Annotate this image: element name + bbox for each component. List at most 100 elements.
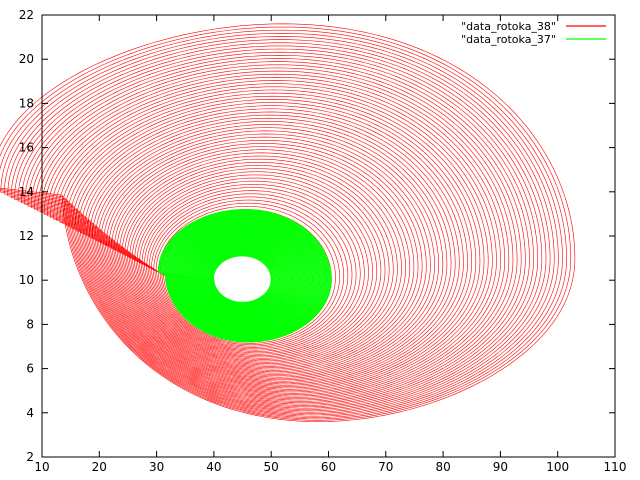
series-0-loop-36	[103, 136, 427, 374]
series-0-loop-15	[40, 70, 514, 402]
x-tick-label-100: 100	[546, 460, 569, 474]
series-0-loop-55	[151, 196, 349, 348]
series-1-loop-9	[165, 215, 324, 338]
x-tick-label-40: 40	[206, 460, 221, 474]
series-1-loop-7	[163, 213, 326, 339]
series-1-loop-4	[161, 211, 329, 341]
legend-label-0: "data_rotoka_38"	[461, 20, 556, 33]
series-1-loop-68	[212, 254, 273, 304]
y-tick-label-16: 16	[19, 141, 34, 155]
series-0-loop-35	[100, 133, 431, 375]
series-0-loop-17	[46, 77, 506, 400]
series-1-loop-33	[185, 231, 304, 324]
series-0-loop-3	[0, 32, 563, 418]
series-1-loop-15	[170, 219, 319, 334]
x-tick-label-60: 60	[321, 460, 336, 474]
series-1-loop-49	[197, 241, 290, 315]
series-1-loop-5	[162, 212, 328, 340]
x-tick-label-20: 20	[92, 460, 107, 474]
series-1-loop-62	[207, 250, 278, 307]
series-0-loop-50	[139, 180, 369, 355]
series-1-loop-48	[196, 241, 290, 315]
legend-label-1: "data_rotoka_37"	[461, 33, 556, 46]
x-axis: 10 20 30 40 50 60 70 80 90 100 110	[34, 15, 626, 474]
series-0-loop-46	[129, 168, 386, 360]
x-tick-label-30: 30	[149, 460, 164, 474]
series-0-loop-56	[153, 199, 345, 347]
series-1-loop-57	[203, 247, 283, 310]
series-0-loop-39	[111, 146, 415, 370]
series-1-loop-24	[177, 225, 311, 329]
series-1-loop-63	[208, 251, 277, 307]
series-1-loop-46	[195, 239, 292, 317]
series-0-loop-33	[94, 127, 439, 378]
series-1-loop-0	[157, 209, 332, 343]
x-tick-label-110: 110	[604, 460, 627, 474]
series-0-loop-20	[56, 86, 493, 395]
series-1-loop-59	[205, 248, 281, 309]
y-tick-label-4: 4	[26, 406, 34, 420]
series-1-loop-40	[190, 235, 297, 320]
series-0-loop-27	[77, 108, 464, 386]
series-0-loop-26	[74, 105, 468, 387]
series-1-loop-6	[162, 213, 327, 340]
series-1-loop-27	[180, 227, 309, 327]
series-1-loop-56	[203, 246, 283, 311]
series-0-loop-28	[80, 111, 460, 385]
x-tick-label-50: 50	[264, 460, 279, 474]
series-0-loop-57	[155, 202, 340, 346]
series-1-loop-45	[194, 239, 293, 317]
y-tick-label-8: 8	[26, 317, 34, 331]
series-1-loop-61	[206, 250, 279, 308]
series-1-loop-17	[172, 220, 317, 333]
series-0-loop-10	[24, 54, 534, 409]
series-1-loop-10	[166, 215, 324, 337]
series-0-loop-49	[136, 177, 373, 356]
series-1-loop-38	[189, 234, 299, 321]
series-1-loop-60	[206, 249, 280, 308]
series-0-loop-9	[20, 51, 539, 410]
series-1-loop-19	[173, 221, 316, 332]
series-1-loop-1	[158, 209, 331, 342]
series-1-loop-37	[188, 233, 300, 322]
series-1-loop-39	[189, 235, 298, 321]
series-1-loop-53	[200, 244, 286, 312]
series-0-loop-51	[141, 184, 365, 354]
series-1	[157, 209, 332, 343]
series-1-loop-21	[175, 223, 314, 331]
series-1-loop-34	[185, 231, 303, 323]
series-0-loop-34	[97, 130, 435, 377]
y-tick-label-6: 6	[26, 362, 34, 376]
series-0-loop-1	[0, 26, 572, 421]
series-0-loop-13	[34, 64, 522, 405]
x-tick-label-80: 80	[435, 460, 450, 474]
series-1-loop-54	[201, 245, 285, 312]
series-0-loop-47	[131, 171, 382, 359]
series-1-loop-11	[167, 216, 323, 337]
series-1-loop-64	[209, 252, 277, 306]
y-axis: 2 4 6 8 10 12 14 16 18 20 22	[19, 8, 615, 464]
series-0-loop-42	[119, 155, 402, 366]
series-1-loop-28	[181, 227, 308, 327]
series-1-loop-36	[187, 233, 301, 322]
series-1-loop-30	[182, 229, 306, 326]
series-1-loop-26	[179, 226, 310, 328]
series-0-loop-38	[108, 143, 419, 371]
series-1-loop-69	[212, 255, 272, 303]
series-0-loop-45	[126, 165, 390, 362]
series-0-loop-2	[0, 29, 567, 420]
x-tick-label-10: 10	[34, 460, 49, 474]
series-0-loop-18	[50, 80, 501, 398]
series-0-loop-7	[14, 45, 547, 413]
series-0-loop-29	[83, 114, 456, 383]
series-1-loop-43	[193, 237, 295, 318]
series-1-loop-35	[186, 232, 302, 323]
series-0-loop-32	[91, 124, 444, 379]
series-1-loop-55	[202, 246, 284, 311]
series-1-loop-65	[209, 252, 276, 306]
series-0-loop-24	[68, 99, 477, 390]
y-tick-label-12: 12	[19, 229, 34, 243]
series-1-loop-12	[167, 217, 322, 336]
series-1-loop-23	[176, 224, 312, 330]
